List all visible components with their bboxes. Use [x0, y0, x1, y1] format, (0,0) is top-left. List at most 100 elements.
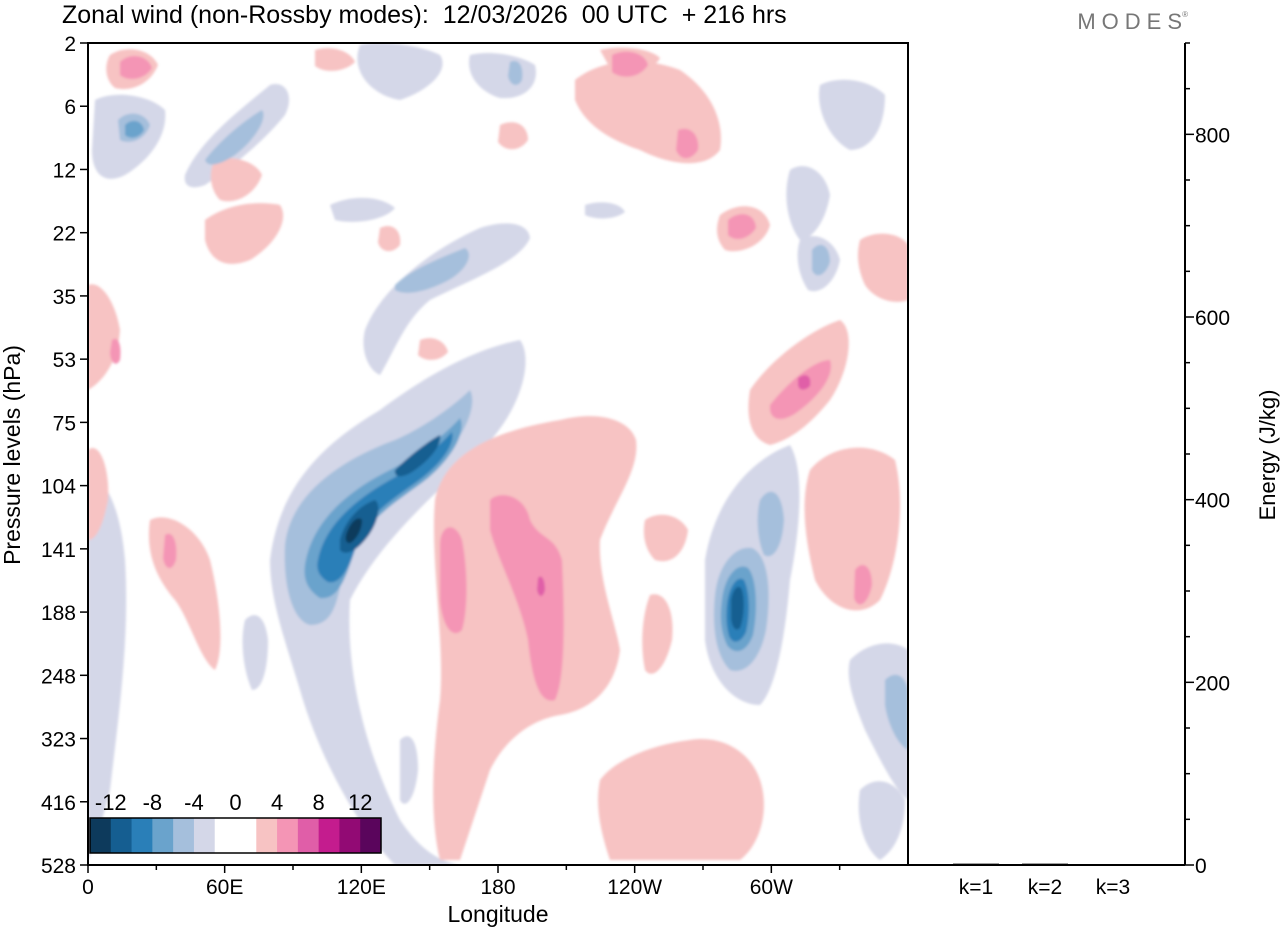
colorbar-swatch: [131, 818, 153, 853]
y-tick-label: 53: [53, 349, 76, 372]
colorbar-tick-label: -4: [184, 790, 204, 815]
wavenumber-label: k=3: [1096, 876, 1130, 899]
contour-pos-moderate: [728, 214, 756, 240]
y-tick-label: 22: [53, 223, 76, 246]
y-tick-label: 35: [53, 286, 76, 309]
contour-pos-strong: [798, 375, 811, 390]
energy-bar: [1090, 864, 1136, 866]
contour-neg-faint: [357, 43, 443, 100]
contour-pos-faint: [88, 448, 109, 540]
colorbar-frame: [89, 817, 382, 854]
wavenumber-label: k=2: [1028, 876, 1062, 899]
energy-tick-label: 200: [1195, 672, 1230, 695]
y-tick-label: 141: [41, 539, 76, 562]
contour-pos-moderate: [490, 495, 564, 701]
wavenumber-label: k=1: [959, 876, 993, 899]
colorbar-swatch: [256, 818, 278, 853]
colorbar-tick-label: 8: [313, 790, 325, 815]
wind-anomaly-field: [88, 43, 908, 865]
contour-pos-moderate: [110, 338, 121, 364]
colorbar-tick-label: 12: [348, 790, 372, 815]
energy-axis-title: Energy (J/kg): [1255, 390, 1280, 521]
contour-pos-faint: [857, 233, 908, 302]
contour-pos-moderate: [163, 533, 177, 569]
energy-axis: 0 200 400 600 800: [1185, 42, 1230, 878]
contour-neg-faint: [819, 79, 885, 150]
energy-panel: [908, 43, 1186, 866]
contour-pos-faint: [643, 514, 688, 562]
y-tick-label: 248: [41, 665, 76, 688]
x-tick-label: 120E: [337, 876, 386, 899]
contour-pos-faint: [315, 48, 355, 71]
contour-pos-faint: [598, 739, 764, 860]
y-tick-label: 104: [41, 476, 76, 499]
colorbar-swatch: [214, 818, 236, 853]
colorbar-swatch: [152, 818, 174, 853]
contour-neg-faint: [858, 781, 905, 860]
contour-neg-faint: [400, 736, 418, 804]
energy-tick-label: 400: [1195, 490, 1230, 513]
colorbar-swatch: [110, 818, 133, 853]
y-tick-label: 188: [41, 602, 76, 625]
colorbar-swatch: [297, 818, 320, 853]
pressure-axis: 2 6 12 22 35 53 75 104 141 188 248 323 416 528: [41, 33, 88, 878]
x-tick-label: 60E: [206, 876, 243, 899]
contour-neg-extreme: [345, 518, 362, 543]
contour-neg-moderate: [508, 60, 523, 85]
y-tick-label: 416: [41, 792, 76, 815]
brand-registered-mark: ®: [1182, 10, 1188, 19]
y-tick-label: 2: [64, 33, 76, 56]
colorbar-swatch: [318, 818, 340, 853]
energy-tick-label: 0: [1195, 855, 1207, 878]
longitude-axis: 0 60E 120E 180 120W 60W: [82, 865, 841, 899]
contour-pos-faint: [804, 447, 900, 611]
contour-neg-faint: [88, 478, 127, 860]
contour-pos-moderate: [854, 565, 872, 605]
contour-neg-moderate: [205, 110, 264, 165]
contour-pos-faint: [210, 158, 262, 202]
y-tick-label: 12: [53, 159, 76, 182]
energy-tick-label: 600: [1195, 307, 1230, 330]
energy-bar: [1022, 863, 1068, 866]
colorbar-swatch: [360, 818, 382, 853]
colorbar-tick-label: 0: [229, 790, 241, 815]
contour-neg-faint: [270, 340, 526, 865]
contour-pos-moderate: [612, 51, 648, 77]
colorbar-tick-label: 4: [271, 790, 283, 815]
contour-neg-faint: [363, 223, 530, 375]
contour-pos-moderate: [770, 360, 831, 419]
x-tick-label: 0: [82, 876, 94, 899]
y-axis-title: Pressure levels (hPa): [0, 345, 25, 565]
wavenumber-axis: k=1 k=2 k=3: [959, 876, 1130, 899]
contour-neg-moderate: [812, 244, 830, 276]
contour-pos-faint: [642, 594, 673, 674]
contour-pos-moderate: [120, 56, 152, 80]
colorbar-swatch: [339, 818, 361, 853]
colorbar-swatch: [235, 818, 257, 853]
contour-pos-faint: [378, 225, 401, 252]
contour-pos-faint: [205, 203, 284, 264]
brand-logo: MODES: [1077, 9, 1188, 34]
contour-neg-faint: [242, 615, 268, 690]
contour-neg-faint: [330, 197, 395, 222]
chart-title: Zonal wind (non-Rossby modes): 12/03/202…: [62, 1, 787, 29]
y-tick-label: 6: [64, 96, 76, 119]
y-tick-label: 75: [53, 412, 76, 435]
energy-bars: [953, 863, 1136, 866]
contour-neg-moderate: [885, 674, 908, 750]
contour-pos-faint: [418, 338, 448, 360]
colorbar-tick-label: -12: [95, 790, 127, 815]
colorbar-swatch: [173, 818, 195, 853]
colorbar-swatch: [193, 818, 216, 853]
energy-tick-label: 800: [1195, 124, 1230, 147]
contour-neg-core: [731, 586, 744, 630]
contour-neg-moderate: [757, 491, 784, 557]
colorbar-tick-label: -8: [143, 790, 163, 815]
x-tick-label: 180: [480, 876, 515, 899]
colorbar: -12 -8 -4 0 4 8 12: [89, 790, 382, 854]
y-tick-label: 323: [41, 729, 76, 752]
contour-neg-strong: [125, 120, 144, 138]
contour-pos-faint: [498, 122, 528, 150]
x-axis-title: Longitude: [447, 901, 548, 927]
